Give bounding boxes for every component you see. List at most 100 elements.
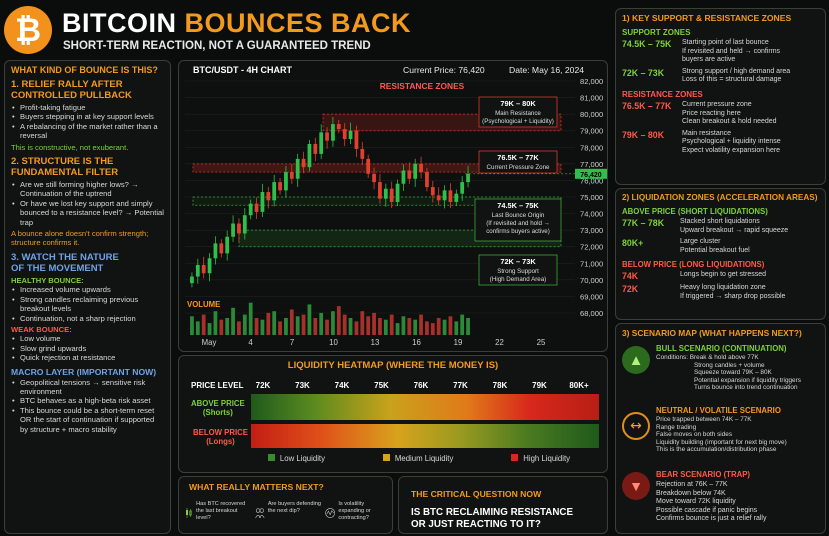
list-item: Are we still forming higher lows? → Cont… [11,180,164,199]
candle-body [237,223,241,234]
strong-support-range: 72K – 73K [500,257,536,266]
volume-bar [201,314,206,335]
legend-medium-swatch [382,454,390,461]
y-tick-label: 73,000 [580,226,603,235]
y-tick-label: 68,000 [580,309,603,318]
bear-line: Rejection at 76K – 77K [656,481,728,488]
legend-low-swatch [267,454,275,461]
legend-high-label: High Liquidity [523,454,571,463]
left-panel: WHAT KIND OF BOUNCE IS THIS? 1. RELIEF R… [4,60,171,534]
title-part-b: BOUNCES BACK [184,8,412,38]
bull-line: Strong candles + volume [694,361,765,369]
volume-bar [336,306,341,335]
volume-bar [454,321,459,335]
candle-body [460,182,465,194]
volume-bar [325,319,329,335]
bull-title: BULL SCENARIO (CONTINUATION) [656,344,787,353]
list-item: BTC behaves as a high-beta risk asset [11,396,164,406]
support-zone-1-desc: Starting point of last bounce If revisit… [682,39,781,64]
neutral-line: Liquidity building (important for next b… [656,438,787,446]
volume-bar [248,302,253,335]
volatility-icon [325,508,336,518]
y-tick-label: 71,000 [580,259,603,268]
section-2-note: A bounce alone doesn't confirm strength;… [11,229,149,248]
heatmap-level-label: 77K [453,381,468,390]
y-tick-label: 70,000 [580,276,603,285]
scenario-title: 3) SCENARIO MAP (WHAT HAPPENS NEXT?) [622,328,802,338]
candle-body [348,130,353,139]
volume-bar [413,319,418,335]
y-tick-label: 81,000 [580,94,603,103]
volume-bar [307,304,312,335]
candle-body [266,192,271,201]
resistance-zones-label: RESISTANCE ZONES [380,81,465,91]
volume-bar [295,316,300,335]
above-liq-2: 80K+ Large cluster Potential breakout fu… [622,238,819,255]
x-tick-label: 13 [371,338,380,347]
candle-body [395,183,400,202]
bounce-origin-desc: confirms buyers active) [486,228,550,235]
current-price-tag [575,168,607,179]
volume-bar [331,311,335,335]
candle-body [278,182,282,191]
page-title: BITCOIN BOUNCES BACK [62,8,411,39]
candle-body [313,143,318,154]
bull-lines: Conditions: Break & hold above 77K Stron… [656,354,801,392]
bear-title: BEAR SCENARIO (TRAP) [656,470,750,479]
weak-title: WEAK BOUNCE: [11,324,72,334]
below-liq-2-desc: Heavy long liquidation zone If triggered… [680,284,786,300]
y-tick-label: 75,000 [580,193,603,202]
macro-title: MACRO LAYER (IMPORTANT NOW) [11,366,157,377]
candle-body [301,158,306,168]
bull-line: Potential expansion if liquidity trigger… [694,376,801,384]
neutral-line: False moves on both sides [656,431,733,439]
volume-bar [466,318,470,335]
list-item: Increased volume upwards [11,285,164,295]
volume-bar [436,318,441,335]
volume-bar [425,321,429,335]
support-zone-1-range: 74.5K – 75K [622,39,672,49]
volume-bar [313,318,318,335]
candle-body [454,193,459,202]
heatmap-level-label: 79K [532,381,547,390]
volume-bar [237,321,241,335]
heatmap-level-label: 75K [374,381,389,390]
volume-bar [289,309,294,335]
volume-bar [360,311,365,335]
below-liq-1-desc: Longs begin to get stressed [680,271,767,279]
resist-zone-1-desc: Current pressure zone Price reacting her… [682,100,777,126]
buyers-icon [255,508,265,519]
y-tick-label: 80,000 [580,110,603,119]
heatmap-level-label: 73K [295,381,310,390]
section-2-title: 2. STRUCTURE IS THE FUNDAMENTAL FILTER [11,156,119,179]
bear-line: Move toward 72K liquidity [656,498,736,506]
volume-bar [389,314,394,335]
resist-zone-1: 76.5K – 77K Current pressure zone Price … [622,101,819,127]
above-liquidity-bar [251,394,599,420]
list-item: Continuation, not a sharp rejection [11,314,164,324]
above-liq-1: 77K – 78K Stacked short liquidations Upw… [622,218,819,235]
resist-zone-2-range: 79K – 80K [622,129,665,140]
candle-body [354,130,359,149]
neutral-title: NEUTRAL / VOLATILE SCENARIO [656,406,781,415]
volume-bar [442,319,447,335]
volume-bar [460,314,465,335]
heatmap-levels: 72K 73K 74K 75K 76K 77K 78K 79K 80K+ [249,381,599,393]
candle-body [248,203,253,216]
volume-bar [301,314,306,335]
y-tick-label: 76,000 [580,176,603,185]
volume-bar [219,319,224,335]
candle-body [295,158,300,179]
candle-body [378,182,382,199]
candle-body [242,215,247,234]
strong-support-box [478,254,558,286]
x-tick-label: 22 [495,338,504,347]
candle-body [254,203,259,212]
healthy-list: Increased volume upwards Strong candles … [11,285,164,323]
candle-body [231,223,235,237]
section-1-note: This is constructive, not exuberant. [11,142,129,152]
candle-body [425,172,429,188]
neutral-scenario: ↔ NEUTRAL / VOLATILE SCENARIO Price trap… [622,406,822,466]
bull-scenario: ▲ BULL SCENARIO (CONTINUATION) Condition… [622,344,822,400]
y-tick-label: 82,000 [580,77,603,86]
